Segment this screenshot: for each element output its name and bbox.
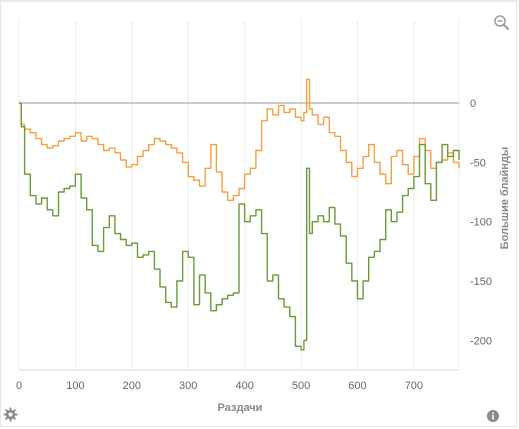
chart-series [19,78,460,351]
x-tick-label: 500 [292,380,310,392]
x-tick-label: 100 [66,380,84,392]
zoom-out-button[interactable] [493,14,511,32]
y-tick-label: -150 [470,276,492,288]
chart-grid [18,20,460,371]
x-tick-label: 600 [348,380,366,392]
settings-button[interactable] [3,407,18,422]
y-tick-label: -200 [470,335,492,347]
y-axis-title: Большие блайнды [499,147,511,250]
x-tick-label: 300 [179,380,197,392]
y-axis-ticks: 0 -50 -100 -150 -200 [470,98,492,347]
y-tick-label: -50 [470,157,486,169]
x-tick-label: 0 [16,380,22,392]
x-axis-title: Раздачи [218,402,263,414]
series-line-1 [19,78,460,201]
zoom-out-icon [494,15,509,30]
x-axis-ticks: 0 100 200 300 400 500 600 700 [16,380,423,392]
y-tick-label: -100 [470,217,492,229]
y-tick-label: 0 [470,98,476,110]
x-tick-label: 400 [235,380,253,392]
series-line-2 [19,102,460,351]
x-tick-label: 700 [405,380,423,392]
info-icon [487,410,499,422]
gear-icon [3,407,18,422]
info-button[interactable] [487,409,499,422]
x-tick-label: 200 [123,380,141,392]
